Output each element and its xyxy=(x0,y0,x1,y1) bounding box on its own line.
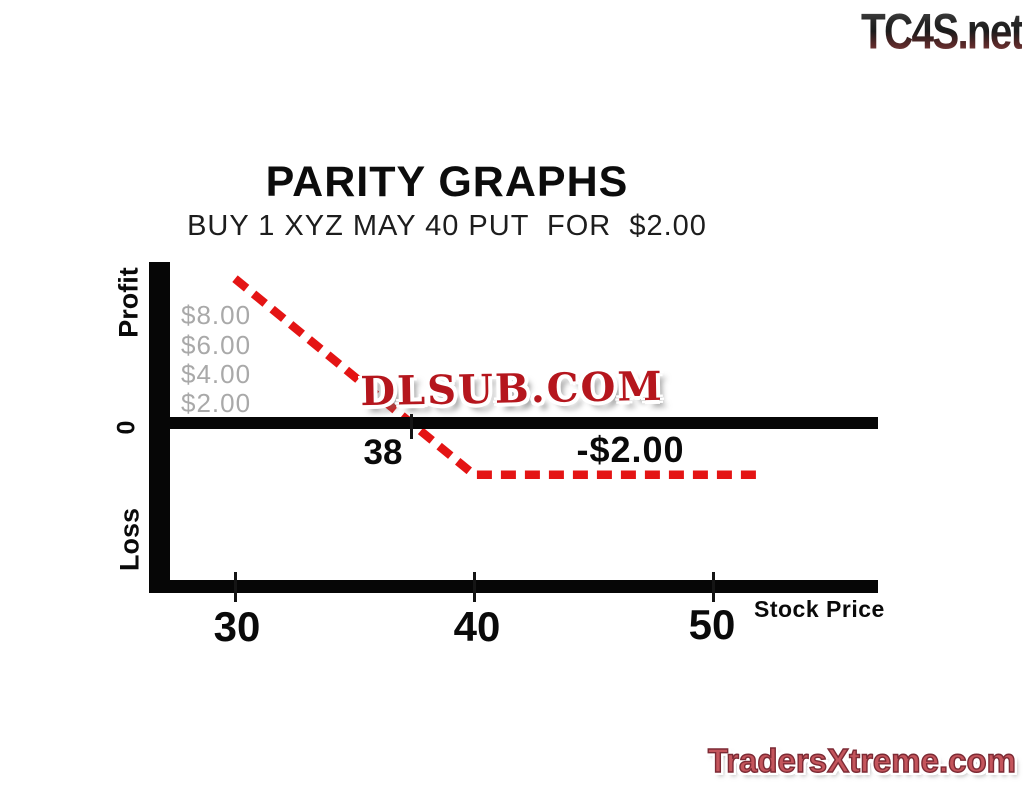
profit-axis-label: Profit xyxy=(113,267,144,338)
long-put-payoff-line xyxy=(232,275,761,479)
zero-axis-label: 0 xyxy=(112,420,141,435)
x-axis-title: Stock Price xyxy=(754,596,885,622)
chart-subtitle: BUY 1 XYZ MAY 40 PUT FOR $2.00 xyxy=(187,210,707,242)
x-label-40: 40 xyxy=(453,603,501,650)
breakeven-annotation: 38 xyxy=(363,433,403,472)
x-tick-30 xyxy=(234,572,237,602)
max-loss-annotation: -$2.00 xyxy=(576,429,685,470)
x-tick-50 xyxy=(712,572,715,602)
tradersxtreme-watermark: TradersXtreme.com xyxy=(707,741,1017,779)
x-axis-bar xyxy=(149,580,878,593)
tc4s-watermark: TC4S.net xyxy=(860,3,1024,60)
breakeven-tick xyxy=(410,414,413,439)
gridline-label-6: $6.00 xyxy=(181,330,252,360)
dlsub-watermark: DLSUB.COM xyxy=(359,362,665,416)
gridline-label-4: $4.00 xyxy=(181,359,252,389)
gridline-label-8: $8.00 xyxy=(181,300,252,330)
x-label-30: 30 xyxy=(213,603,261,650)
loss-axis-label: Loss xyxy=(114,507,145,572)
zero-profit-line xyxy=(149,417,878,429)
title-block: PARITY GRAPHS BUY 1 XYZ MAY 40 PUT FOR $… xyxy=(0,158,894,243)
x-label-50: 50 xyxy=(688,601,736,648)
gridline-label-2: $2.00 xyxy=(181,388,252,418)
x-tick-40 xyxy=(473,572,476,602)
chart-title: PARITY GRAPHS xyxy=(265,158,629,206)
